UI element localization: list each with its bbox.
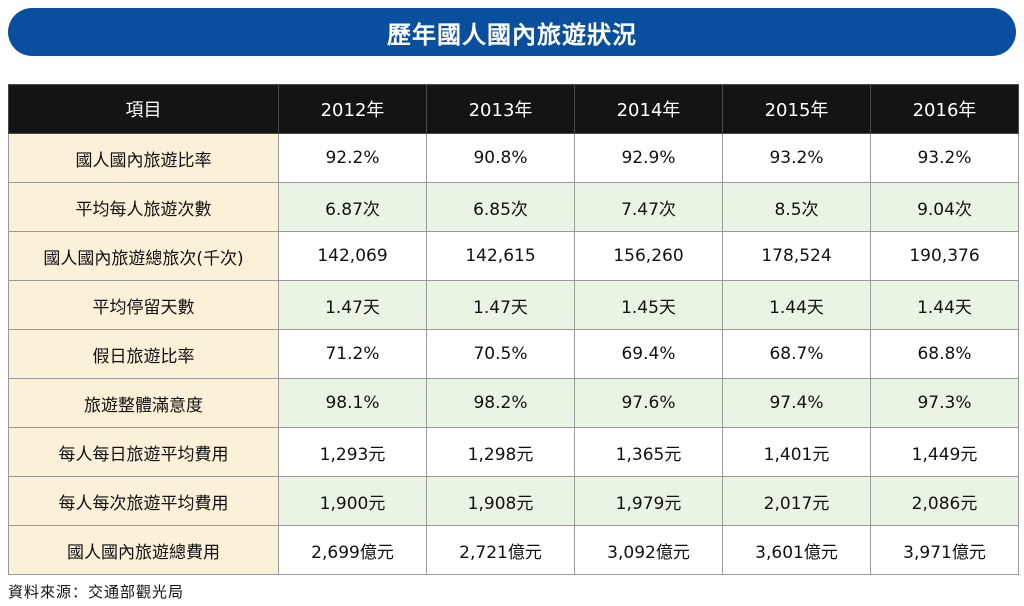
table-cell: 2,086元	[870, 476, 1019, 526]
column-header: 2013年	[426, 84, 575, 134]
table-cell: 1.47天	[426, 280, 575, 330]
source-note: 資料來源：交通部觀光局	[8, 583, 185, 601]
row-label: 每人每日旅遊平均費用	[8, 427, 279, 477]
table-cell: 156,260	[574, 231, 723, 281]
table-cell: 3,092億元	[574, 525, 723, 575]
table-cell: 70.5%	[426, 329, 575, 379]
table-row: 國人國內旅遊總費用 2,699億元 2,721億元 3,092億元 3,601億…	[8, 525, 1019, 575]
table-cell: 92.2%	[278, 133, 427, 183]
table-cell: 2,017元	[722, 476, 871, 526]
table-cell: 1,293元	[278, 427, 427, 477]
table-row: 每人每次旅遊平均費用 1,900元 1,908元 1,979元 2,017元 2…	[8, 476, 1019, 526]
table-row: 每人每日旅遊平均費用 1,293元 1,298元 1,365元 1,401元 1…	[8, 427, 1019, 477]
table-cell: 98.1%	[278, 378, 427, 428]
table-cell: 97.4%	[722, 378, 871, 428]
table-cell: 8.5次	[722, 182, 871, 232]
table-cell: 142,615	[426, 231, 575, 281]
row-label: 平均停留天數	[8, 280, 279, 330]
row-label: 假日旅遊比率	[8, 329, 279, 379]
table-cell: 142,069	[278, 231, 427, 281]
table-cell: 6.85次	[426, 182, 575, 232]
table-cell: 1,401元	[722, 427, 871, 477]
table-cell: 1.47天	[278, 280, 427, 330]
table-cell: 1,365元	[574, 427, 723, 477]
table-header-row: 項目 2012年 2013年 2014年 2015年 2016年	[8, 84, 1019, 134]
table-cell: 68.8%	[870, 329, 1019, 379]
column-header: 2012年	[278, 84, 427, 134]
row-label: 國人國內旅遊總旅次(千次)	[8, 231, 279, 281]
table-cell: 3,601億元	[722, 525, 871, 575]
table-cell: 2,721億元	[426, 525, 575, 575]
table-cell: 178,524	[722, 231, 871, 281]
table-cell: 90.8%	[426, 133, 575, 183]
table-cell: 1.44天	[722, 280, 871, 330]
table-cell: 93.2%	[722, 133, 871, 183]
row-label: 國人國內旅遊比率	[8, 133, 279, 183]
table-cell: 1,979元	[574, 476, 723, 526]
table-cell: 97.6%	[574, 378, 723, 428]
table-cell: 92.9%	[574, 133, 723, 183]
table-cell: 1,298元	[426, 427, 575, 477]
table-cell: 97.3%	[870, 378, 1019, 428]
table-cell: 1,908元	[426, 476, 575, 526]
column-header: 項目	[8, 84, 279, 134]
table-cell: 7.47次	[574, 182, 723, 232]
table-cell: 2,699億元	[278, 525, 427, 575]
table-row: 國人國內旅遊比率 92.2% 90.8% 92.9% 93.2% 93.2%	[8, 133, 1019, 183]
row-label: 旅遊整體滿意度	[8, 378, 279, 428]
column-header: 2014年	[574, 84, 723, 134]
column-header: 2016年	[870, 84, 1019, 134]
table-cell: 9.04次	[870, 182, 1019, 232]
table-cell: 1.45天	[574, 280, 723, 330]
table-cell: 1,900元	[278, 476, 427, 526]
table-cell: 98.2%	[426, 378, 575, 428]
table-cell: 1.44天	[870, 280, 1019, 330]
table-cell: 69.4%	[574, 329, 723, 379]
table-row: 假日旅遊比率 71.2% 70.5% 69.4% 68.7% 68.8%	[8, 329, 1019, 379]
table-cell: 6.87次	[278, 182, 427, 232]
table-row: 平均每人旅遊次數 6.87次 6.85次 7.47次 8.5次 9.04次	[8, 182, 1019, 232]
column-header: 2015年	[722, 84, 871, 134]
row-label: 國人國內旅遊總費用	[8, 525, 279, 575]
table-row: 平均停留天數 1.47天 1.47天 1.45天 1.44天 1.44天	[8, 280, 1019, 330]
table-cell: 1,449元	[870, 427, 1019, 477]
table-cell: 3,971億元	[870, 525, 1019, 575]
page-title: 歷年國人國內旅遊狀況	[8, 8, 1016, 56]
table-cell: 68.7%	[722, 329, 871, 379]
row-label: 平均每人旅遊次數	[8, 182, 279, 232]
table-cell: 93.2%	[870, 133, 1019, 183]
row-label: 每人每次旅遊平均費用	[8, 476, 279, 526]
table-cell: 190,376	[870, 231, 1019, 281]
table-row: 國人國內旅遊總旅次(千次) 142,069 142,615 156,260 17…	[8, 231, 1019, 281]
table-cell: 71.2%	[278, 329, 427, 379]
table-row: 旅遊整體滿意度 98.1% 98.2% 97.6% 97.4% 97.3%	[8, 378, 1019, 428]
stats-table: 項目 2012年 2013年 2014年 2015年 2016年 國人國內旅遊比…	[8, 84, 1019, 575]
